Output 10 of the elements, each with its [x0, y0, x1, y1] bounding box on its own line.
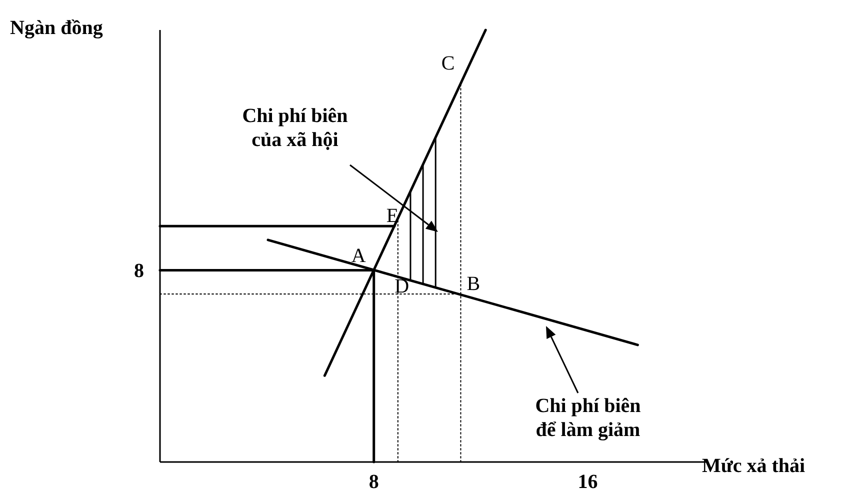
annotation: C	[441, 52, 455, 75]
text: 8	[134, 260, 144, 282]
annotation: D	[394, 276, 410, 298]
annotation: B	[466, 272, 480, 295]
annotation: Chi phí biên của xã hội	[242, 105, 348, 151]
annotation: Chi phí biên để làm giảm	[535, 395, 641, 441]
y-axis-title: Ngàn đồng	[10, 17, 103, 39]
annotation: A	[351, 245, 366, 268]
x-tick-label: 16	[578, 471, 598, 493]
x-axis-title: Mức xả thải	[702, 455, 806, 477]
